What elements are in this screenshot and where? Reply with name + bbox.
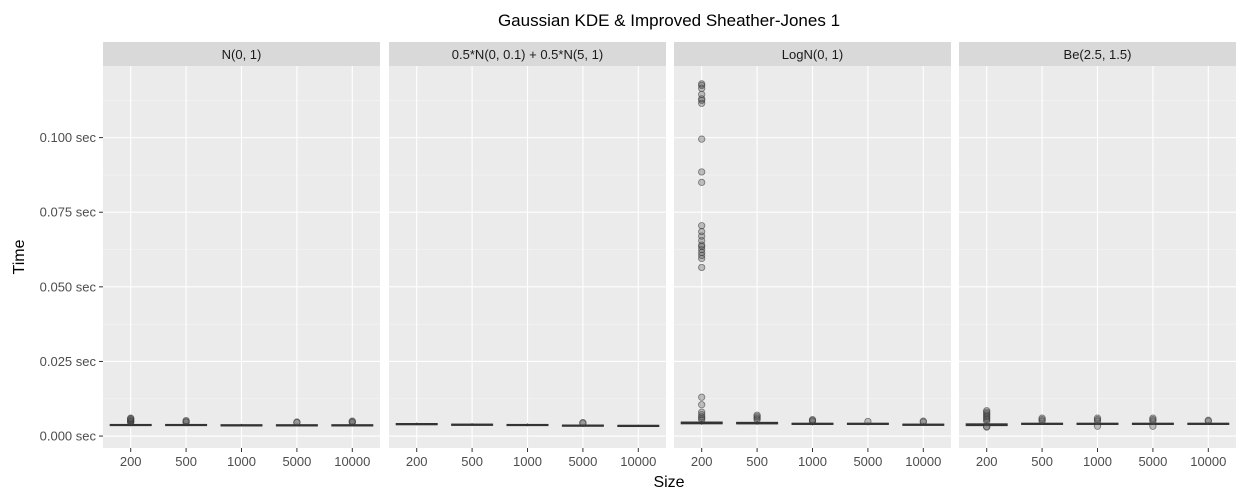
y-tick-label: 0.050 sec xyxy=(40,279,97,294)
outlier-point xyxy=(579,419,587,427)
outlier-point xyxy=(348,417,356,425)
boxplot-500 xyxy=(165,416,208,427)
x-tick-label: 10000 xyxy=(334,454,370,469)
boxplot-200 xyxy=(965,407,1008,431)
outlier-point xyxy=(698,90,706,98)
boxplot-200 xyxy=(680,80,723,425)
outlier-point xyxy=(1093,414,1102,422)
facet-strip xyxy=(674,42,951,66)
outlier-point xyxy=(698,401,706,409)
outlier-point xyxy=(698,228,706,236)
outlier-point xyxy=(182,416,190,425)
outlier-point xyxy=(698,135,706,143)
boxplot-1000 xyxy=(1076,414,1119,430)
x-tick-label: 200 xyxy=(691,454,713,469)
outlier-point xyxy=(127,414,135,422)
x-tick-label: 200 xyxy=(120,454,142,469)
x-tick-label: 500 xyxy=(461,454,483,469)
x-tick-label: 1000 xyxy=(1083,454,1112,469)
facet-strip xyxy=(103,42,380,66)
facet-strip xyxy=(389,42,666,66)
outlier-point xyxy=(864,417,872,426)
x-tick-label: 5000 xyxy=(1138,454,1167,469)
outlier-point xyxy=(1204,416,1212,424)
outlier-point xyxy=(698,408,706,416)
boxplot-500 xyxy=(451,423,494,426)
x-axis-title: Size xyxy=(653,474,684,491)
outlier-point xyxy=(919,417,927,425)
boxplot-5000 xyxy=(1131,414,1174,430)
y-axis: 0.000 sec 0.025 sec 0.050 sec 0.075 sec 0.10… xyxy=(40,130,103,444)
boxplot-5000 xyxy=(561,419,604,427)
boxplot-200 xyxy=(395,422,438,426)
outlier-point xyxy=(1038,414,1046,422)
y-tick-label: 0.100 sec xyxy=(40,130,97,145)
outlier-point xyxy=(983,407,991,415)
boxplot-10000 xyxy=(331,417,374,427)
x-tick-label: 10000 xyxy=(905,454,941,469)
outlier-point xyxy=(808,416,817,424)
y-axis-title: Time xyxy=(11,239,28,274)
y-tick-label: 0.000 sec xyxy=(40,429,97,444)
outlier-point xyxy=(698,263,706,272)
outlier-point xyxy=(698,393,706,401)
outlier-point xyxy=(698,168,706,176)
outlier-point xyxy=(698,410,706,419)
boxplot-5000 xyxy=(275,418,318,427)
boxplot-1000 xyxy=(220,423,263,427)
outlier-point xyxy=(698,80,706,88)
outlier-point xyxy=(983,422,991,431)
x-tick-label: 5000 xyxy=(282,454,311,469)
x-tick-label: 5000 xyxy=(853,454,882,469)
outlier-point xyxy=(698,178,706,186)
boxplot-200 xyxy=(109,414,152,427)
outlier-point xyxy=(1149,414,1157,422)
boxplot-10000 xyxy=(902,417,945,426)
x-tick-label: 200 xyxy=(406,454,428,469)
boxplot-10000 xyxy=(617,424,660,428)
y-tick-label: 0.025 sec xyxy=(40,354,97,369)
x-tick-label: 10000 xyxy=(1190,454,1226,469)
x-tick-label: 500 xyxy=(746,454,768,469)
chart-title: Gaussian KDE & Improved Sheather-Jones 1 xyxy=(498,11,840,30)
facet-strip xyxy=(959,42,1236,66)
x-tick-label: 1000 xyxy=(513,454,542,469)
facet-panel: N(0, 1) 200 500 1000 5000 10000 xyxy=(103,42,380,469)
x-tick-label: 200 xyxy=(976,454,998,469)
outlier-point xyxy=(698,222,706,230)
outlier-point xyxy=(293,418,301,426)
facet-strip-label: N(0, 1) xyxy=(222,47,262,62)
facet-strip-label: Be(2.5, 1.5) xyxy=(1064,47,1132,62)
facet-panel: 0.5*N(0, 0.1) + 0.5*N(5, 1) 200 500 1000 500… xyxy=(389,42,666,469)
x-tick-label: 10000 xyxy=(620,454,656,469)
boxplot-1000 xyxy=(791,416,834,426)
x-tick-label: 1000 xyxy=(227,454,256,469)
facet-panel: LogN(0, 1) 200 500 1000 5000 10000 xyxy=(674,42,951,469)
x-tick-label: 500 xyxy=(1031,454,1053,469)
outlier-point xyxy=(753,411,761,419)
facet-panel: Be(2.5, 1.5) 200 500 1000 5000 10000 xyxy=(959,42,1236,469)
facet-strip-label: 0.5*N(0, 0.1) + 0.5*N(5, 1) xyxy=(452,47,603,62)
x-tick-label: 5000 xyxy=(568,454,597,469)
x-tick-label: 1000 xyxy=(798,454,827,469)
boxplot-5000 xyxy=(846,417,889,426)
facet-strip-label: LogN(0, 1) xyxy=(782,47,843,62)
boxplot-500 xyxy=(736,411,779,425)
boxplot-500 xyxy=(1021,414,1064,426)
boxplot-1000 xyxy=(506,423,549,427)
y-tick-label: 0.075 sec xyxy=(40,205,97,220)
x-tick-label: 500 xyxy=(175,454,197,469)
boxplot-10000 xyxy=(1187,416,1230,426)
